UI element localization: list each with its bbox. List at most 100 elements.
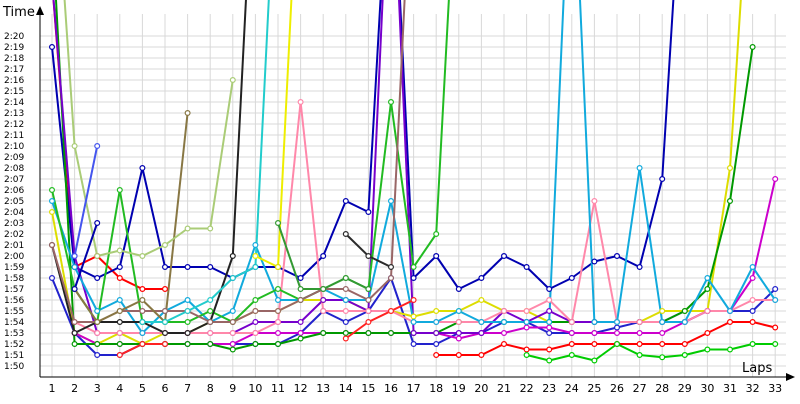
data-point [229,330,236,337]
y-tick-label: 2:08 [4,164,24,174]
data-point [704,286,711,293]
data-point [365,330,372,337]
data-point [455,330,462,337]
x-tick-label: 1 [49,382,56,395]
y-tick-label: 2:14 [4,98,24,108]
x-axis-arrow [786,373,795,381]
data-point [681,308,688,315]
data-point [546,324,553,331]
data-point [320,286,327,293]
data-point [591,330,598,337]
data-point [455,352,462,359]
data-point [523,319,530,326]
data-point [478,330,485,337]
data-point [162,264,169,271]
x-tick-label: 19 [452,382,466,395]
data-point [613,319,620,326]
y-tick-label: 2:11 [4,131,24,141]
data-point [162,242,169,249]
y-tick-label: 2:03 [4,219,24,229]
data-point [275,264,282,271]
data-point [433,341,440,348]
data-point [726,198,733,205]
data-point [772,341,779,348]
data-point [546,286,553,293]
y-tick-label: 2:19 [4,43,24,53]
data-point [342,308,349,315]
data-point [116,319,123,326]
y-tick-label: 1:51 [4,351,24,361]
x-tick-label: 4 [116,382,123,395]
x-tick-label: 5 [139,382,146,395]
data-point [275,341,282,348]
data-point [636,341,643,348]
data-point [455,319,462,326]
data-point [410,264,417,271]
data-point [772,176,779,183]
data-point [139,297,146,304]
data-point [275,286,282,293]
data-point [275,330,282,337]
data-point [659,354,666,361]
data-point [229,253,236,260]
series-line-17 [73,112,189,323]
data-point [636,264,643,271]
data-point [772,297,779,304]
data-point [523,324,530,331]
data-point [207,264,214,271]
data-point [681,341,688,348]
data-point [71,341,78,348]
data-point [116,275,123,282]
data-point [433,319,440,326]
x-tick-label: 31 [723,382,737,395]
data-point [388,198,395,205]
y-tick-label: 2:17 [4,65,24,75]
data-point [681,352,688,359]
data-point [365,308,372,315]
y-tick-label: 1:50 [4,362,24,372]
x-tick-label: 22 [520,382,534,395]
y-tick-label: 2:16 [4,76,24,86]
data-point [139,165,146,172]
x-tick-label: 26 [610,382,624,395]
data-point [252,341,259,348]
y-tick-label: 2:00 [4,252,24,262]
x-tick-label: 9 [229,382,236,395]
data-point [94,220,101,227]
data-point [342,231,349,238]
data-point [433,231,440,238]
y-tick-label: 2:13 [4,109,24,119]
data-point [568,319,575,326]
data-point [184,330,191,337]
data-point [184,297,191,304]
data-point [410,319,417,326]
x-tick-label: 27 [633,382,647,395]
data-point [659,319,666,326]
x-tick-label: 16 [384,382,398,395]
data-point [365,209,372,216]
y-tick-label: 2:15 [4,87,24,97]
data-point [636,319,643,326]
data-point [591,357,598,364]
x-tick-label: 17 [407,382,421,395]
data-point [388,275,395,282]
y-tick-label: 2:10 [4,142,24,152]
x-tick-label: 32 [746,382,760,395]
y-tick-label: 2:01 [4,241,24,251]
data-point [591,258,598,265]
y-tick-label: 2:02 [4,230,24,240]
data-point [568,275,575,282]
x-tick-label: 11 [271,382,285,395]
data-point [297,275,304,282]
data-point [410,297,417,304]
data-point [184,319,191,326]
data-point [94,341,101,348]
data-point [184,341,191,348]
data-point [749,275,756,282]
data-point [433,352,440,359]
data-point [94,319,101,326]
data-point [501,319,508,326]
x-tick-label: 33 [768,382,782,395]
data-point [229,308,236,315]
data-point [48,198,55,205]
